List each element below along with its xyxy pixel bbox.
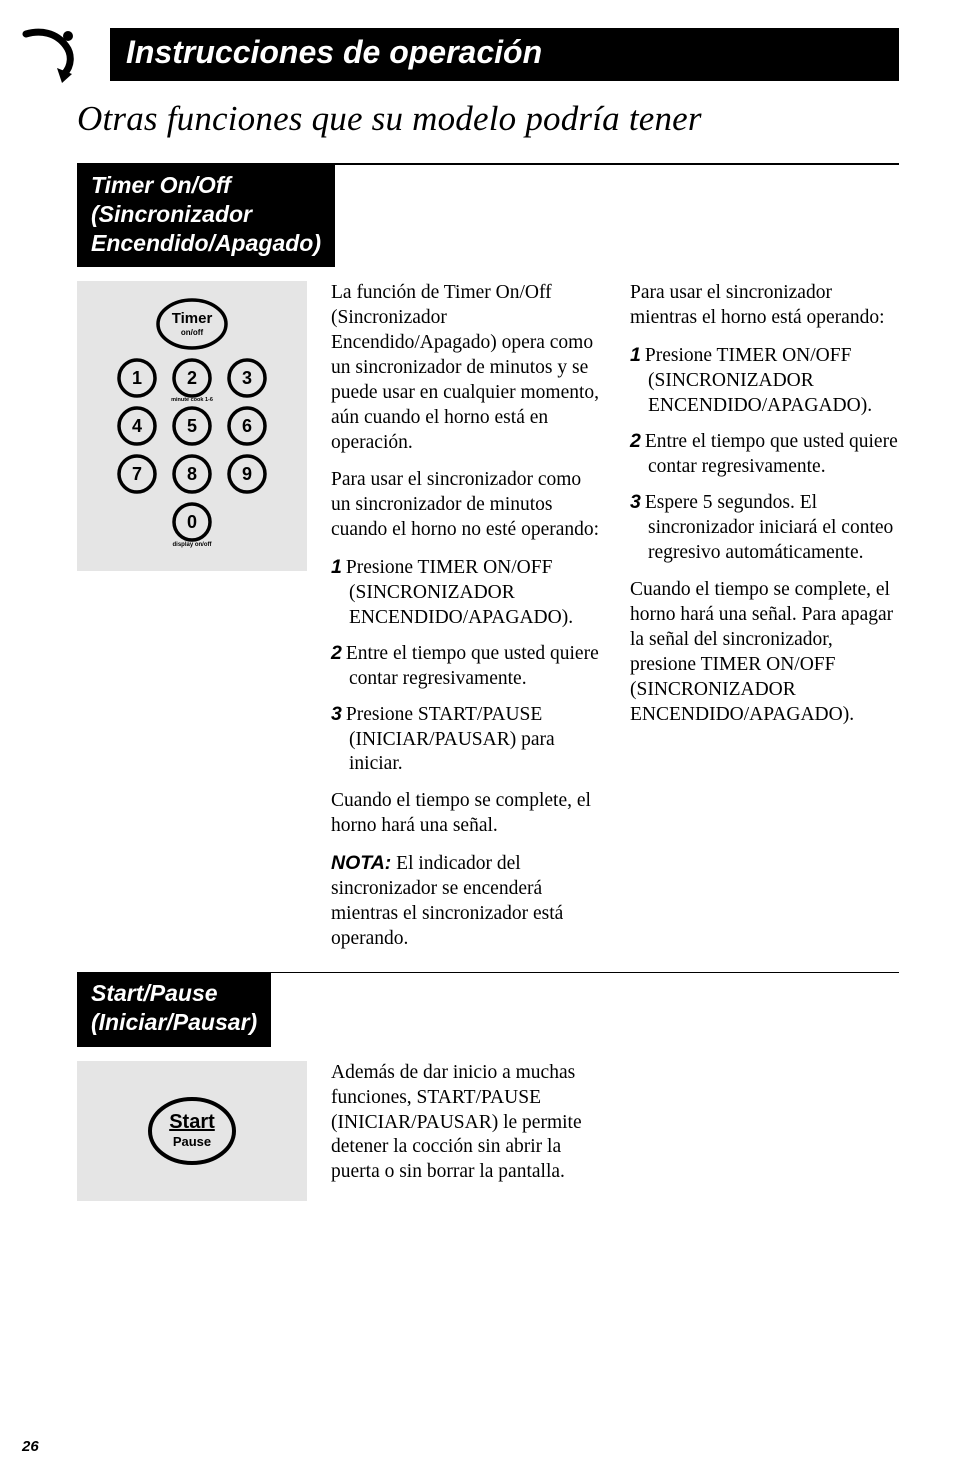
- body-text: Además de dar inicio a muchas funciones,…: [331, 1061, 600, 1186]
- col-left: La función de Timer On/Off (Sincronizado…: [331, 281, 600, 964]
- digit: 1: [132, 368, 142, 388]
- nota-label: NOTA:: [331, 852, 391, 874]
- feature-row-start: Start Pause Además de dar inicio a mucha…: [77, 1061, 899, 1201]
- text-columns: Además de dar inicio a muchas funciones,…: [331, 1061, 899, 1201]
- step-text: Presione TIMER ON/OFF (SINCRONIZADOR ENC…: [346, 557, 573, 628]
- feature-heading-timer: Timer On/Off (Sincronizador Encendido/Ap…: [77, 165, 335, 267]
- display-label: display on/off: [173, 542, 213, 548]
- step-num: 2: [331, 642, 342, 664]
- col-right: Para usar el sincronizador mientras el h…: [630, 281, 899, 964]
- body-text: La función de Timer On/Off (Sincronizado…: [331, 281, 600, 456]
- digit: 8: [187, 464, 197, 484]
- heading-line: Timer On/Off: [91, 172, 231, 198]
- step: 1Presione TIMER ON/OFF (SINCRONIZADOR EN…: [630, 343, 899, 419]
- step-num: 3: [331, 703, 342, 725]
- text-columns: La función de Timer On/Off (Sincronizado…: [331, 281, 899, 964]
- step: 3Presione START/PAUSE (INICIAR/PAUSAR) p…: [331, 702, 600, 778]
- heading-line: (Sincronizador: [91, 201, 252, 227]
- heading-line: (Iniciar/Pausar): [91, 1009, 257, 1035]
- digit: 0: [187, 512, 197, 532]
- timer-sub: on/off: [181, 328, 204, 337]
- minute-cook-label: minute cook 1-6: [171, 397, 213, 403]
- digit: 4: [132, 416, 142, 436]
- steps-list: 1Presione TIMER ON/OFF (SINCRONIZADOR EN…: [630, 343, 899, 566]
- digit: 9: [242, 464, 252, 484]
- heading-line: Encendido/Apagado): [91, 230, 321, 256]
- digit: 6: [242, 416, 252, 436]
- digit: 3: [242, 368, 252, 388]
- corner-arrow-icon: [20, 28, 75, 83]
- start-top: Start: [169, 1111, 215, 1133]
- start-illustration: Start Pause: [77, 1061, 307, 1201]
- step: 2Entre el tiempo que usted quiere contar…: [331, 641, 600, 692]
- step: 1Presione TIMER ON/OFF (SINCRONIZADOR EN…: [331, 555, 600, 631]
- step-text: Presione START/PAUSE (INICIAR/PAUSAR) pa…: [346, 704, 555, 775]
- body-text: Para usar el sincronizador mientras el h…: [630, 281, 899, 331]
- body-text: Cuando el tiempo se complete, el horno h…: [630, 578, 899, 728]
- feature-row-timer: Timer on/off 1 2 minute cook 1-6 3 4 5: [77, 281, 899, 964]
- feature-heading-start: Start/Pause (Iniciar/Pausar): [77, 973, 271, 1047]
- step-text: Presione TIMER ON/OFF (SINCRONIZADOR ENC…: [645, 345, 872, 416]
- timer-label: Timer: [172, 310, 213, 327]
- keypad-icon: Timer on/off 1 2 minute cook 1-6 3 4 5: [107, 296, 277, 556]
- nota: NOTA: El indicador del sincronizador se …: [331, 851, 600, 952]
- step-num: 2: [630, 430, 641, 452]
- step-text: Entre el tiempo que usted quiere contar …: [346, 643, 599, 689]
- illustration-col: Start Pause: [77, 1061, 307, 1201]
- step-num: 1: [630, 344, 641, 366]
- heading-line: Start/Pause: [91, 980, 218, 1006]
- illustration-col: Timer on/off 1 2 minute cook 1-6 3 4 5: [77, 281, 307, 964]
- start-button-icon: Start Pause: [137, 1086, 247, 1176]
- section-banner: Instrucciones de operación: [110, 28, 899, 81]
- body-text: Cuando el tiempo se complete, el horno h…: [331, 789, 600, 839]
- step: 3Espere 5 segundos. El sincronizador ini…: [630, 490, 899, 566]
- keypad-illustration: Timer on/off 1 2 minute cook 1-6 3 4 5: [77, 281, 307, 571]
- digit: 2: [187, 368, 197, 388]
- step-num: 1: [331, 556, 342, 578]
- start-bottom: Pause: [173, 1134, 211, 1149]
- digit: 5: [187, 416, 197, 436]
- step-text: Espere 5 segundos. El sincronizador inic…: [645, 492, 893, 563]
- col-left: Además de dar inicio a muchas funciones,…: [331, 1061, 600, 1201]
- step: 2Entre el tiempo que usted quiere contar…: [630, 429, 899, 480]
- col-right-empty: [630, 1061, 899, 1201]
- step-text: Entre el tiempo que usted quiere contar …: [645, 431, 898, 477]
- page: Instrucciones de operación Otras funcion…: [0, 0, 954, 1475]
- page-title: Otras funciones que su modelo podría ten…: [77, 99, 899, 139]
- steps-list: 1Presione TIMER ON/OFF (SINCRONIZADOR EN…: [331, 555, 600, 778]
- digit: 7: [132, 464, 142, 484]
- body-text: Para usar el sincronizador como un sincr…: [331, 468, 600, 543]
- step-num: 3: [630, 491, 641, 513]
- page-number: 26: [22, 1438, 39, 1455]
